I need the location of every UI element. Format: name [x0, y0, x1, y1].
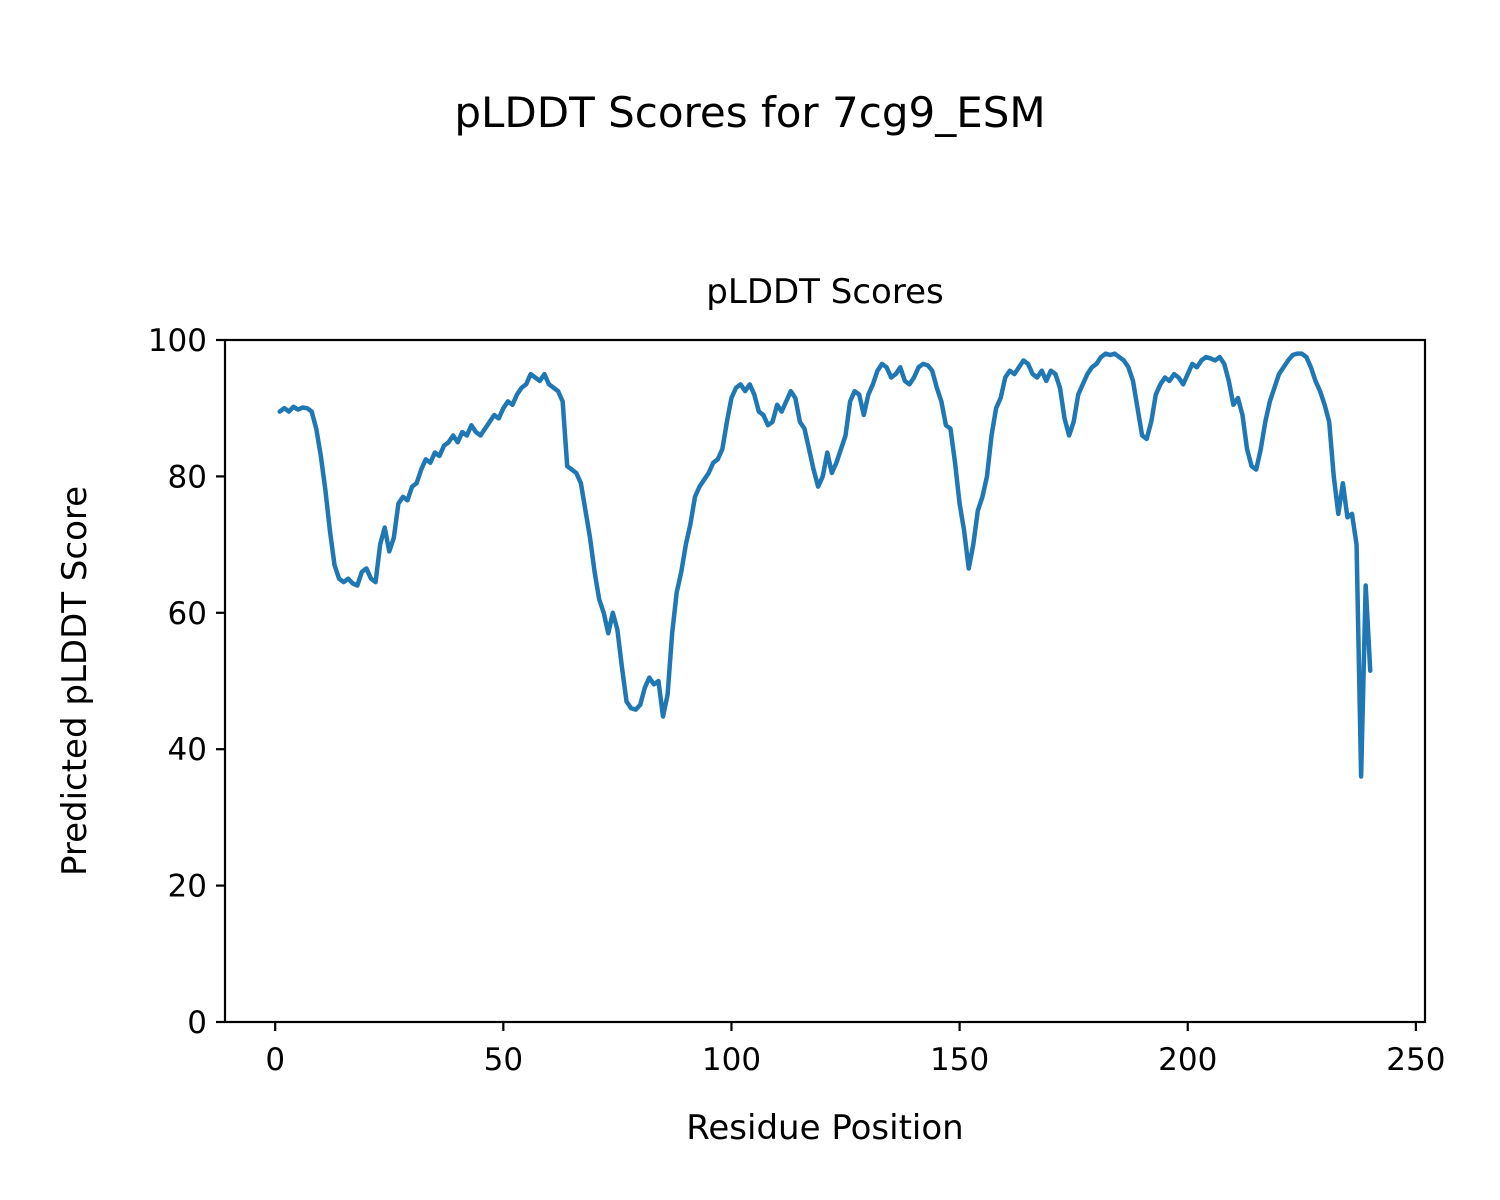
- y-axis-label-text: Predicted pLDDT Score: [55, 485, 95, 877]
- x-tick-label: 50: [484, 1042, 523, 1078]
- y-tick-label: 0: [187, 1005, 207, 1041]
- x-tick-label: 150: [930, 1042, 989, 1078]
- y-tick-label: 100: [148, 323, 207, 359]
- x-tick-label: 250: [1386, 1042, 1445, 1078]
- y-tick-label: 80: [168, 459, 207, 495]
- x-tick-label: 200: [1158, 1042, 1217, 1078]
- y-tick-label: 60: [168, 596, 207, 632]
- plot-border: [223, 338, 1427, 1024]
- chart-title: pLDDT Scores: [706, 272, 944, 312]
- x-tick-label: 100: [702, 1042, 761, 1078]
- y-tick-label: 40: [168, 732, 207, 768]
- y-tick-label: 20: [168, 869, 207, 905]
- figure-title: pLDDT Scores for 7cg9_ESM: [454, 88, 1046, 137]
- x-tick-label: 0: [265, 1042, 285, 1078]
- plddt-line: [277, 351, 1373, 779]
- x-axis-label: Residue Position: [686, 1108, 964, 1148]
